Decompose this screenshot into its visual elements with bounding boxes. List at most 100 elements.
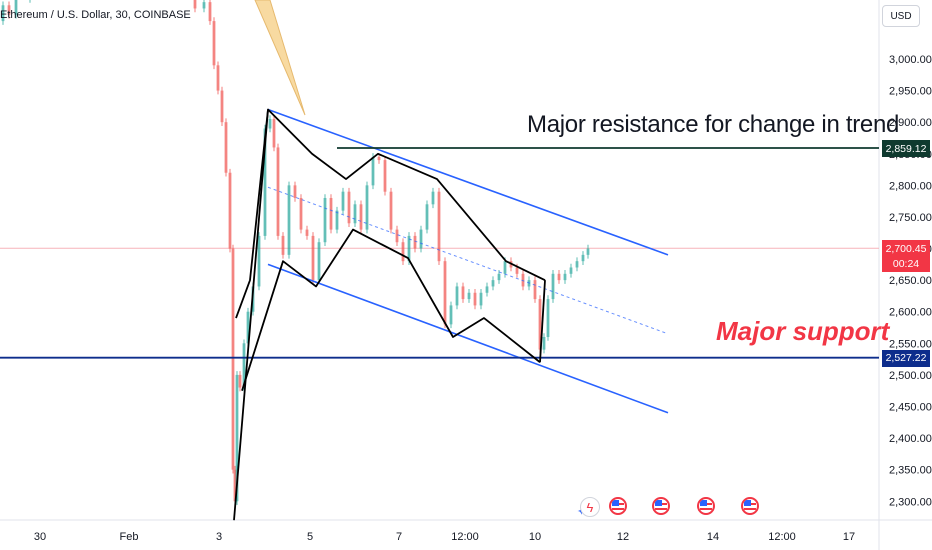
candle-body [335,210,339,230]
candle-body [212,21,216,66]
channel-lower-line [267,263,669,414]
candle-body [293,185,297,198]
candle-body [208,2,212,22]
candle-body [228,172,232,249]
candle-body [437,191,441,262]
support-price-tag: 2,527.22 [882,349,930,367]
candle-body [329,197,333,230]
y-tick-label: 2,900.00 [889,117,932,129]
resistance-annotation[interactable]: Major resistance for change in trend [527,111,900,138]
us-flag-icon[interactable] [697,497,715,515]
channel-midline [267,186,669,335]
x-tick-label: 12:00 [451,531,479,543]
y-tick-label: 2,800.00 [889,180,932,192]
lightning-icon[interactable]: ϟ [580,497,600,517]
candle-body [216,65,220,91]
candle-body [538,299,542,350]
support-annotation[interactable]: Major support [716,316,890,346]
candle-body [323,197,327,243]
candle-body [220,90,224,123]
candle-body [413,235,417,249]
candle-body [542,336,546,350]
x-tick-label: 7 [396,531,402,543]
us-flag-icon[interactable] [652,497,670,515]
candle-body [383,160,387,192]
candle-body [272,119,276,148]
candle-body [521,273,525,287]
y-tick-label: 2,450.00 [889,401,932,413]
candle-body [575,261,579,268]
x-tick-label: 12:00 [768,531,796,543]
candle-body [371,156,375,186]
pattern-zigzag-line [235,109,269,319]
y-tick-label: 2,950.00 [889,86,932,98]
candle-body [238,374,242,388]
candle-body [485,286,489,293]
candle-body [305,229,309,236]
pattern-zigzag-line [539,280,546,363]
candle-body [449,305,453,325]
candle-body [353,204,357,224]
x-tick-label: Feb [120,531,139,543]
candle-body [479,292,483,306]
candle-body [341,191,345,211]
y-tick-label: 2,500.00 [889,370,932,382]
candle-body [515,267,519,274]
candle-body [246,311,250,344]
candle-body [263,128,267,236]
candle-body [569,267,573,274]
channel-upper-line [267,108,669,256]
candle-body [281,235,285,255]
y-tick-label: 2,300.00 [889,496,932,508]
x-tick-label: 30 [34,531,46,543]
candle-body [473,292,477,306]
candle-body [419,229,423,249]
candle-body [533,280,537,300]
x-tick-label: 5 [307,531,313,543]
candle-body [202,2,206,9]
candle-body [551,273,555,300]
candle-body [235,374,239,502]
y-tick-label: 2,350.00 [889,465,932,477]
bar-countdown-tag: 00:24 [882,255,930,273]
candle-body [7,5,11,15]
candle-body [401,242,405,262]
candle-body [347,191,351,224]
candle-body [257,235,261,287]
candle-body [395,229,399,243]
us-flag-icon[interactable] [741,497,759,515]
candle-body [443,261,447,325]
candle-body [231,248,235,470]
resistance-price-tag: 2,859.12 [882,140,930,157]
us-flag-icon[interactable] [609,497,627,515]
pattern-zigzag-line [241,228,541,391]
x-tick-label: 17 [843,531,855,543]
candle-body [224,122,228,173]
y-tick-label: 3,000.00 [889,54,932,66]
candle-body [497,273,501,281]
candle-body [14,0,18,15]
candle-body [242,343,246,388]
candle-body [359,204,363,230]
candle-body [581,254,585,262]
x-tick-label: 12 [617,531,629,543]
candle-body [268,119,272,129]
candle-body [311,235,315,281]
last-price-tag: 2,700.45 [882,240,930,258]
candle-body [1,5,5,22]
candle-body [563,273,567,281]
candle-body [276,147,280,236]
candle-body [389,191,393,230]
candle-body [455,286,459,306]
x-tick-label: 10 [529,531,541,543]
candle-body [431,191,435,205]
currency-button[interactable]: USD [882,5,920,27]
candle-body [287,185,291,255]
candle-body [586,248,590,255]
y-tick-label: 2,550.00 [889,338,932,350]
pattern-zigzag-line [233,108,546,521]
fib-fan-shape [254,0,306,116]
candle-body [461,286,465,300]
